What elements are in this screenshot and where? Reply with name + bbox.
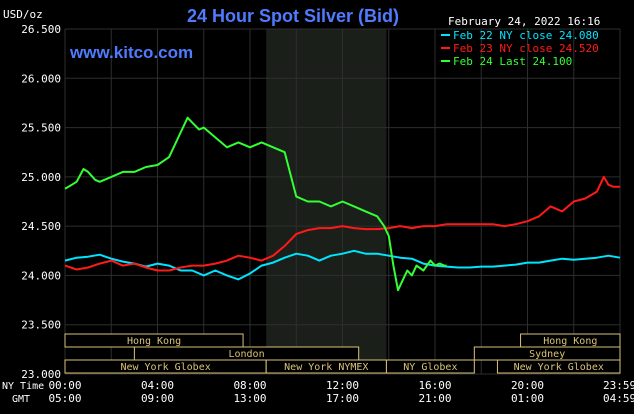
y-tick-label: 23.000: [21, 368, 61, 381]
x-tick-label-ny: 16:00: [418, 379, 451, 392]
y-tick-label: 24.000: [21, 269, 61, 282]
x-tick-label-gmt: 17:00: [326, 392, 359, 405]
legend-entry: Feb 23 NY close 24.520: [453, 42, 599, 55]
session-label: Hong Kong: [543, 336, 597, 347]
y-tick-label: 25.000: [21, 171, 61, 184]
session-label: London: [228, 349, 264, 360]
x-tick-label-ny: 08:00: [233, 379, 266, 392]
chart-date: February 24, 2022 16:16: [448, 15, 600, 28]
gmt-row-label: GMT: [12, 394, 30, 405]
y-axis: 23.000 23.500 24.000 24.500 25.000 25.500 26.0…: [21, 23, 61, 381]
legend-entry: Feb 24 Last 24.100: [453, 55, 572, 68]
x-tick-label-ny: 20:00: [511, 379, 544, 392]
session-label: New York Globex: [514, 362, 604, 373]
session-label: Sydney: [529, 349, 565, 360]
session-bars: Hong Kong London New York Globex New York N…: [64, 333, 621, 374]
x-tick-label-gmt: 01:00: [511, 392, 544, 405]
grid-lines: [64, 28, 621, 375]
nymex-shaded-region: [266, 29, 387, 374]
session-label: New York Globex: [120, 362, 210, 373]
watermark-url: www.kitco.com: [69, 43, 193, 62]
session-label: NY Globex: [403, 362, 457, 373]
y-tick-label: 25.500: [21, 122, 61, 135]
session-box: [385, 359, 475, 374]
series-line: [64, 249, 621, 281]
x-tick-label-gmt: 09:00: [141, 392, 174, 405]
x-tick-label-ny: 23:59: [603, 379, 634, 392]
x-tick-label-gmt: 13:00: [233, 392, 266, 405]
session-label: New York NYMEX: [284, 362, 368, 373]
series-line: [64, 175, 620, 272]
legend-entry: Feb 22 NY close 24.080: [453, 29, 599, 42]
x-tick-label-gmt: 04:59: [603, 392, 634, 405]
series-lines: [64, 116, 621, 292]
x-tick-label-gmt: 05:00: [48, 392, 81, 405]
x-tick-label-ny: 04:00: [141, 379, 174, 392]
y-tick-label: 24.500: [21, 220, 61, 233]
x-tick-label-ny: 12:00: [326, 379, 359, 392]
ny-time-row-label: NY Time: [2, 381, 44, 392]
x-tick-label-gmt: 21:00: [418, 392, 451, 405]
y-tick-label: 26.500: [21, 23, 61, 36]
session-box: [496, 359, 621, 374]
series-line: [64, 116, 447, 292]
units-label: USD/oz: [3, 8, 43, 21]
chart-title: 24 Hour Spot Silver (Bid): [187, 6, 399, 26]
session-label: Hong Kong: [127, 336, 181, 347]
x-tick-label-ny: 00:00: [48, 379, 81, 392]
y-tick-label: 26.000: [21, 72, 61, 85]
y-tick-label: 23.500: [21, 319, 61, 332]
